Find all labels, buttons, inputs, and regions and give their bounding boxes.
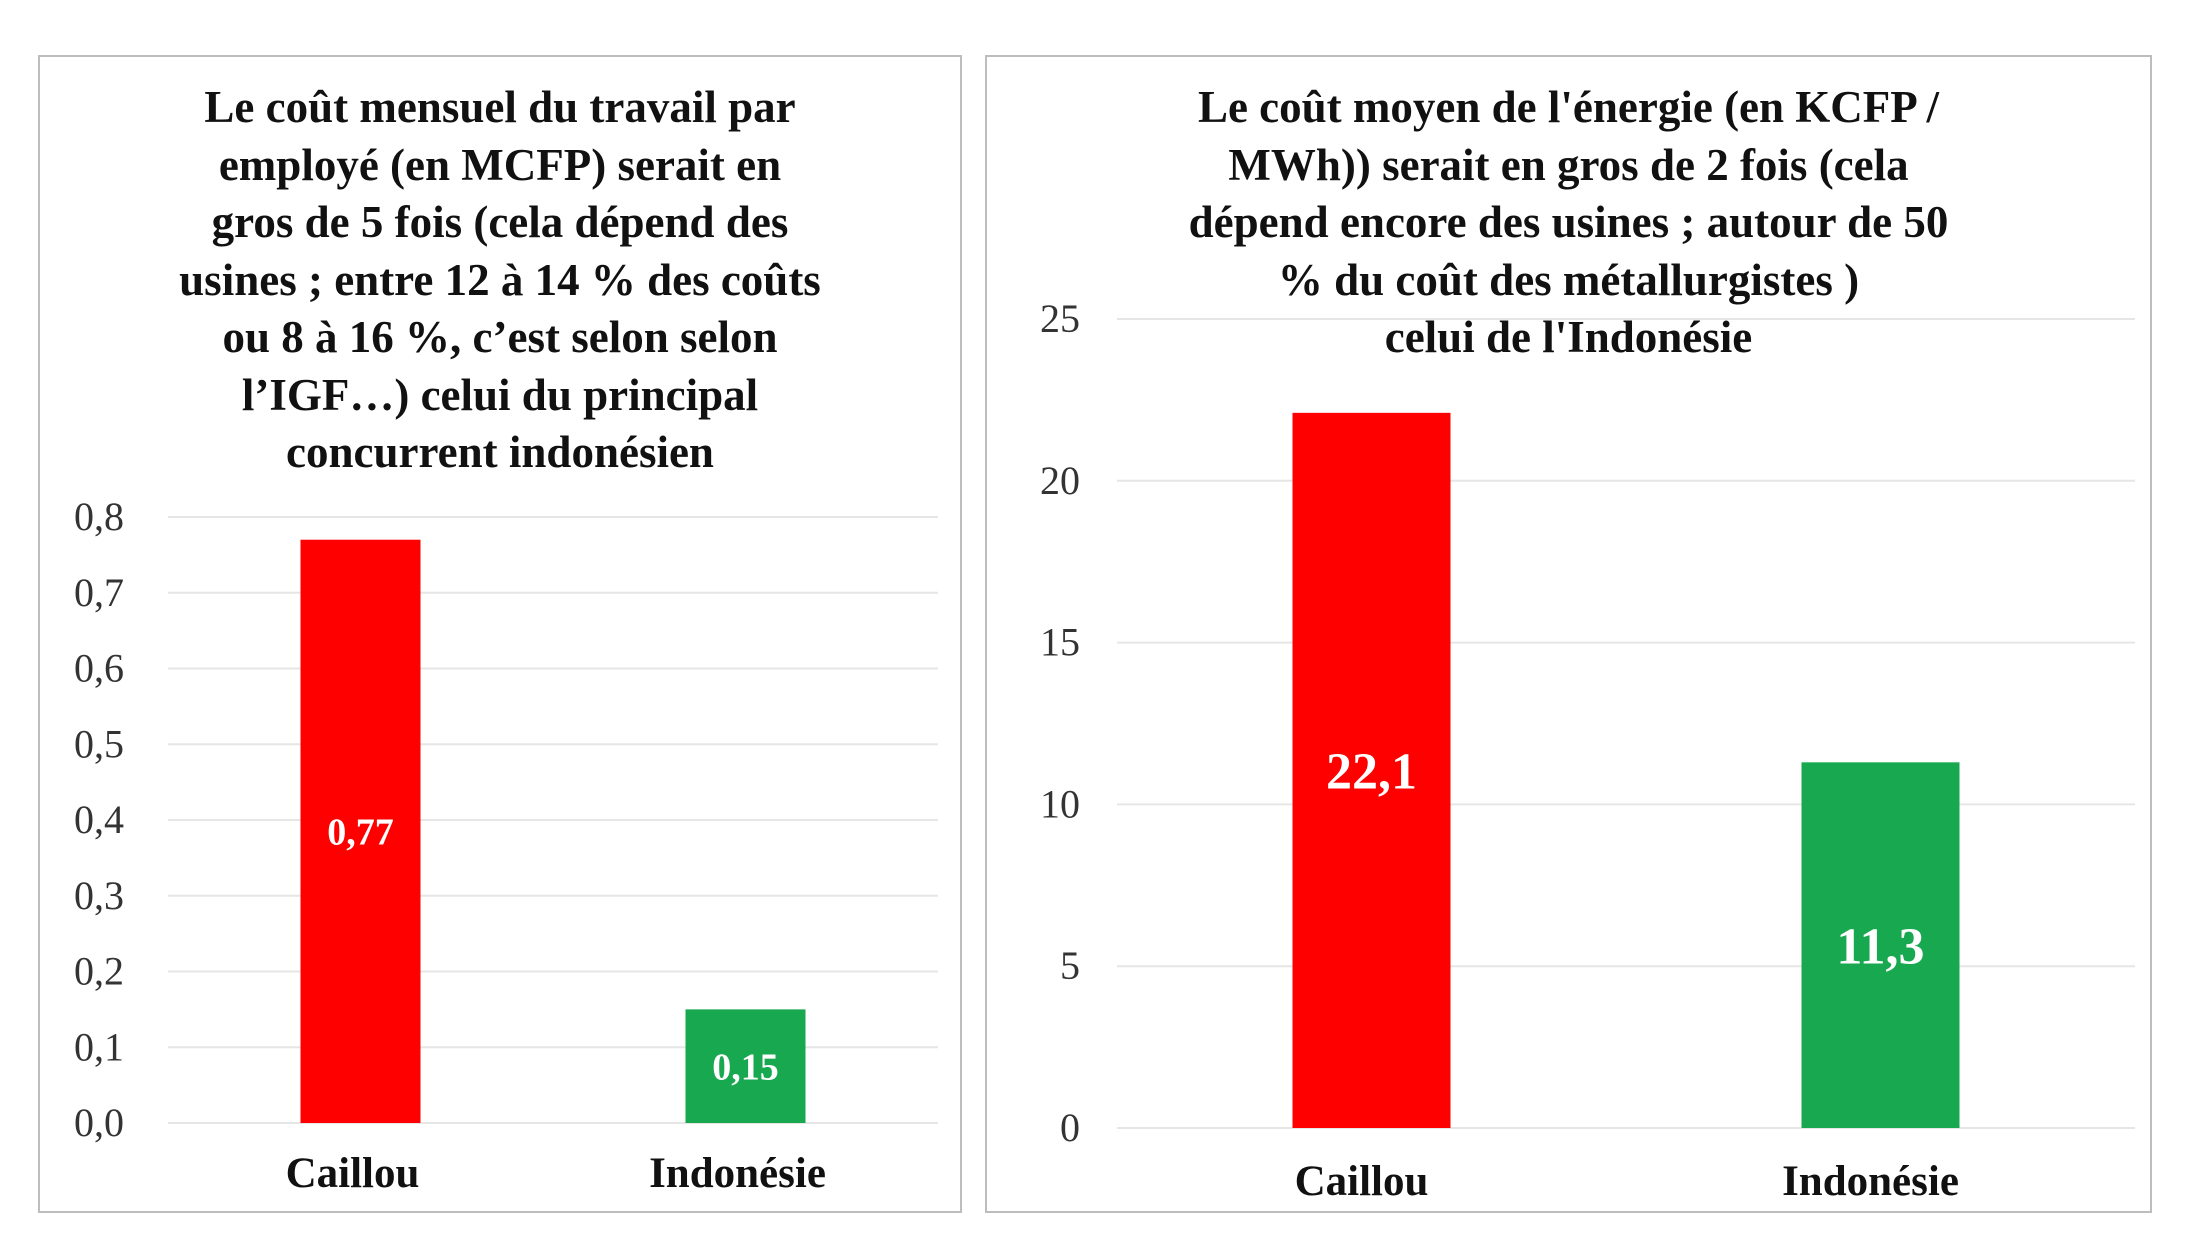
title-line: Le coût mensuel du travail par: [204, 82, 796, 132]
y-tick-label: 0,6: [74, 646, 124, 691]
title-line: celui de l'Indonésie: [1384, 312, 1753, 362]
data-label: 0,15: [712, 1046, 779, 1088]
title-line: usines ; entre 12 à 14 % des coûts: [179, 254, 821, 305]
y-tick-label: 0,8: [74, 494, 124, 539]
title-line: employé (en MCFP) serait en: [218, 139, 782, 190]
chart-plot-labor-cost: 0,0 0,1 0,2 0,3 0,4 0,5 0,6 0,7 0,8 0,77 Caillou 0,…: [74, 494, 938, 1197]
y-tick-label: 5: [1060, 943, 1080, 988]
chart-plot-energy-cost: 0 5 10 15 20 25 22,1 Caillou 11,3 Indonésie: [1040, 296, 2135, 1205]
y-tick-label: 0,2: [74, 949, 124, 994]
y-tick-label: 20: [1040, 458, 1080, 503]
y-tick-label: 10: [1040, 781, 1080, 826]
y-tick-label: 0,5: [74, 721, 124, 766]
y-tick-label: 25: [1040, 296, 1080, 341]
bar: [1801, 762, 1960, 1128]
bar: [685, 1009, 806, 1123]
title-line: gros de 5 fois (cela dépend des: [211, 197, 789, 247]
y-tick-label: 0,4: [74, 797, 124, 842]
chart-title-labor-cost: Le coût mensuel du travail par employé (…: [40, 79, 960, 482]
title-line: MWh)) serait en gros de 2 fois (cela: [1228, 139, 1909, 190]
title-line: l’IGF…) celui du principal: [241, 369, 759, 420]
title-line: dépend encore des usines ; autour de 50: [1188, 197, 1949, 247]
data-label: 0,77: [327, 812, 394, 854]
data-label: 11,3: [1836, 918, 1924, 975]
x-category-label: Indonésie: [649, 1150, 826, 1197]
title-line: Le coût moyen de l'énergie (en KCFP /: [1197, 82, 1940, 132]
y-tick-label: 15: [1040, 620, 1080, 665]
chart-panel-labor-cost: 0,0 0,1 0,2 0,3 0,4 0,5 0,6 0,7 0,8 0,77 Caillou 0,…: [38, 55, 962, 1213]
data-label: 22,1: [1326, 744, 1417, 801]
chart-title-energy-cost: Le coût moyen de l'énergie (en KCFP / MW…: [987, 79, 2150, 367]
y-tick-label: 0,1: [74, 1024, 124, 1069]
y-tick-label: 0,3: [74, 873, 124, 918]
y-tick-label: 0: [1060, 1105, 1080, 1150]
bar: [300, 539, 421, 1123]
title-line: concurrent indonésien: [286, 427, 714, 477]
y-tick-label: 0,0: [74, 1100, 124, 1145]
title-line: % du coût des métallurgistes ): [1277, 254, 1860, 305]
x-category-label: Caillou: [286, 1150, 420, 1197]
y-tick-label: 0,7: [74, 570, 124, 615]
title-line: ou 8 à 16 %, c’est selon selon: [222, 312, 778, 362]
chart-panel-energy-cost: 0 5 10 15 20 25 22,1 Caillou 11,3 Indonésie Le co…: [985, 55, 2152, 1213]
x-category-label: Caillou: [1295, 1158, 1429, 1205]
x-category-label: Indonésie: [1782, 1158, 1959, 1205]
bar: [1292, 412, 1451, 1128]
